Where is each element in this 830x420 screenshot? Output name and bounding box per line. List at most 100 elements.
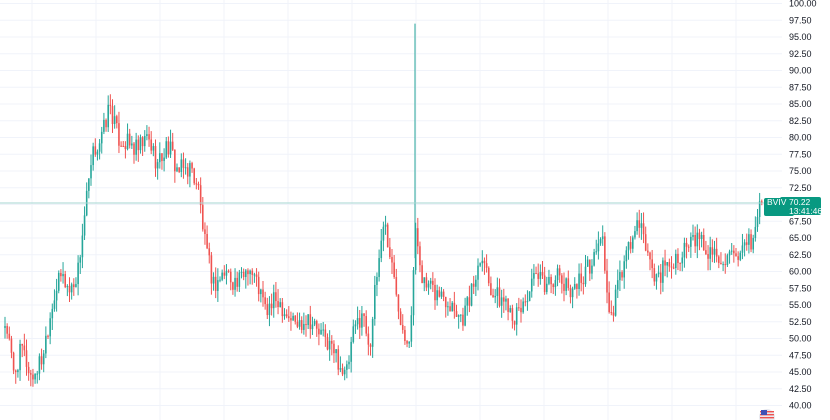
candle-body	[298, 320, 301, 327]
candle-body	[109, 104, 112, 107]
candle-body	[260, 289, 262, 295]
candle-body	[335, 349, 337, 354]
candle-body	[761, 201, 763, 204]
y-tick-label: 97.50	[789, 15, 812, 25]
candle-body	[42, 353, 45, 365]
candle-body	[728, 251, 731, 256]
candle-body	[546, 283, 548, 293]
candle-body	[436, 290, 438, 301]
candle-body	[616, 280, 619, 290]
candle-body	[55, 290, 58, 301]
candle-body	[307, 314, 309, 326]
candle-body	[434, 284, 436, 301]
candle-body	[333, 343, 335, 354]
candle-body	[354, 324, 357, 327]
candle-body	[326, 337, 329, 350]
candle-body	[223, 272, 226, 276]
us-flag-icon[interactable]	[758, 408, 776, 420]
candle-body	[758, 201, 761, 218]
candle-body	[513, 320, 516, 325]
candle-body	[651, 259, 653, 269]
candle-body	[79, 257, 82, 263]
countdown-label: 13:41:46	[789, 206, 822, 216]
candle-body	[664, 260, 666, 266]
candle-body	[242, 271, 245, 278]
candle-body	[675, 253, 677, 269]
candle-body	[696, 232, 699, 247]
candle-body	[83, 215, 86, 236]
candle-body	[457, 315, 460, 317]
candle-body	[393, 262, 395, 278]
candle-body	[219, 279, 221, 281]
candle-body	[657, 272, 660, 275]
candle-body	[709, 247, 711, 259]
candle-body	[487, 267, 490, 284]
candle-body	[733, 250, 735, 254]
candle-body	[621, 272, 623, 278]
candle-body	[350, 341, 352, 362]
candle-body	[589, 259, 591, 274]
candle-body	[137, 139, 140, 151]
candle-body	[608, 292, 610, 313]
candle-body	[447, 306, 449, 308]
grid-lines	[0, 0, 782, 420]
candle-body	[412, 270, 415, 316]
candle-body	[567, 278, 570, 288]
candle-body	[272, 292, 275, 309]
candle-body	[221, 272, 223, 280]
candle-body	[167, 141, 170, 155]
y-tick-label: 52.50	[789, 317, 812, 327]
candle-body	[279, 302, 281, 308]
candle-body	[690, 236, 692, 247]
candle-body	[636, 220, 638, 232]
candle-body	[253, 274, 256, 276]
candle-body	[414, 228, 417, 271]
candle-body	[724, 264, 727, 266]
candle-body	[23, 345, 26, 351]
candle-body	[337, 349, 340, 370]
candle-body	[386, 224, 389, 248]
candle-body	[238, 272, 241, 287]
candle-body	[573, 284, 576, 289]
candle-body	[313, 321, 316, 325]
candle-body	[378, 258, 380, 277]
y-tick-label: 80.00	[789, 133, 812, 143]
candle-body	[268, 303, 271, 316]
candle-body	[500, 297, 503, 306]
candle-body	[376, 276, 378, 285]
candle-body	[593, 252, 595, 266]
candle-body	[176, 167, 178, 172]
candle-body	[178, 167, 180, 172]
y-tick-label: 75.00	[789, 166, 812, 176]
candle-body	[584, 266, 587, 285]
y-tick-label: 90.00	[789, 66, 812, 76]
candle-body	[234, 277, 236, 290]
candle-body	[644, 234, 647, 251]
candle-body	[264, 297, 266, 305]
y-tick-label: 42.50	[789, 384, 812, 394]
y-tick-label: 40.00	[789, 401, 812, 411]
candle-body	[601, 236, 604, 240]
candle-body	[440, 291, 443, 297]
candle-body	[324, 329, 327, 338]
candle-body	[640, 223, 643, 228]
candle-body	[159, 153, 161, 163]
candle-body	[371, 319, 374, 347]
candle-body	[442, 291, 445, 297]
candle-body	[401, 324, 404, 330]
price-axis[interactable]: 100.00 97.50 95.00 92.50 90.00 87.50 85.00 82.5…	[789, 0, 817, 411]
candle-body	[627, 242, 630, 251]
candle-body	[98, 143, 101, 152]
candle-body	[245, 270, 247, 278]
candle-body	[475, 279, 477, 287]
candle-body	[659, 272, 662, 283]
candle-body	[103, 119, 105, 132]
candle-body	[692, 235, 694, 237]
candle-body	[154, 146, 157, 169]
candle-body	[410, 315, 413, 342]
candle-body	[494, 295, 496, 298]
candle-body	[315, 321, 318, 329]
candle-body	[647, 250, 649, 253]
y-tick-label: 55.00	[789, 300, 812, 310]
